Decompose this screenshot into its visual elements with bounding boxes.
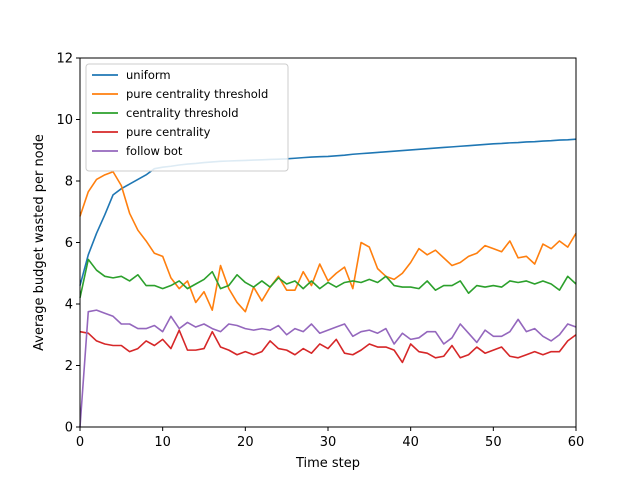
legend: uniform pure centrality threshold centrali… xyxy=(85,63,289,172)
x-tick-label: 50 xyxy=(485,435,502,450)
y-tick-label: 10 xyxy=(56,113,73,128)
x-tick-label: 0 xyxy=(76,435,84,450)
y-tick-label: 0 xyxy=(65,421,73,436)
y-axis-label: Average budget wasted per node xyxy=(32,134,47,351)
x-tick-label: 20 xyxy=(237,435,254,450)
x-tick-label: 10 xyxy=(154,435,171,450)
y-tick-label: 8 xyxy=(65,175,73,190)
series-lines xyxy=(79,138,577,428)
legend-label: pure centrality threshold xyxy=(126,87,268,101)
y-tick-label: 2 xyxy=(65,359,73,374)
legend-label: follow bot xyxy=(126,144,183,158)
legend-label: centrality threshold xyxy=(126,106,239,120)
legend-label: pure centrality xyxy=(126,125,211,139)
series-line-pure-centrality xyxy=(79,329,577,364)
series-line-follow-bot xyxy=(79,309,577,428)
x-axis-label: Time step xyxy=(295,456,360,471)
legend-box xyxy=(85,63,289,172)
x-axis: 0 10 20 30 40 50 60 xyxy=(76,427,584,450)
series-line-centrality-threshold xyxy=(79,258,577,299)
y-axis: 0 2 4 6 8 10 12 xyxy=(56,52,80,436)
series-line-pure-centrality-threshold xyxy=(79,170,577,313)
x-tick-label: 40 xyxy=(402,435,419,450)
legend-label: uniform xyxy=(126,68,171,82)
y-tick-label: 12 xyxy=(56,52,73,67)
y-tick-label: 6 xyxy=(65,236,73,251)
x-tick-label: 30 xyxy=(320,435,337,450)
y-tick-label: 4 xyxy=(65,298,73,313)
x-tick-label: 60 xyxy=(568,435,585,450)
